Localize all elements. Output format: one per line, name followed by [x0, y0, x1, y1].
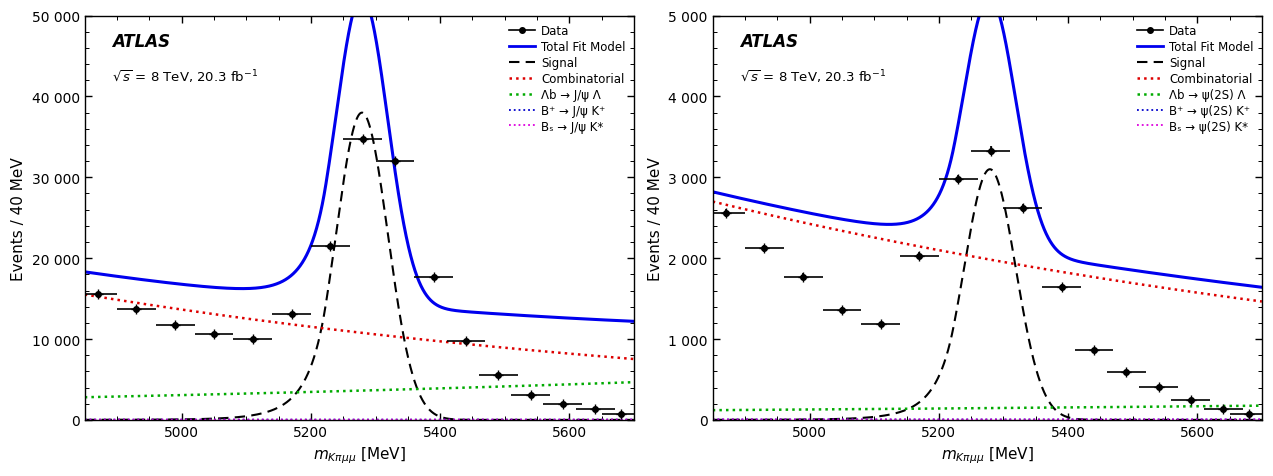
- Y-axis label: Events / 40 MeV: Events / 40 MeV: [648, 157, 663, 280]
- Text: $\sqrt{s}$ = 8 TeV, 20.3 fb$^{-1}$: $\sqrt{s}$ = 8 TeV, 20.3 fb$^{-1}$: [112, 69, 258, 86]
- X-axis label: $m_{K\pi\mu\mu}$ [MeV]: $m_{K\pi\mu\mu}$ [MeV]: [313, 445, 406, 465]
- X-axis label: $m_{K\pi\mu\mu}$ [MeV]: $m_{K\pi\mu\mu}$ [MeV]: [941, 445, 1034, 465]
- Text: $\sqrt{s}$ = 8 TeV, 20.3 fb$^{-1}$: $\sqrt{s}$ = 8 TeV, 20.3 fb$^{-1}$: [740, 69, 886, 86]
- Legend: Data, Total Fit Model, Signal, Combinatorial, Λb → J/ψ Λ, B⁺ → J/ψ K⁺, Bₛ → J/ψ : Data, Total Fit Model, Signal, Combinato…: [507, 22, 628, 136]
- Y-axis label: Events / 40 MeV: Events / 40 MeV: [11, 157, 27, 280]
- Legend: Data, Total Fit Model, Signal, Combinatorial, Λb → ψ(2S) Λ, B⁺ → ψ(2S) K⁺, Bₛ → : Data, Total Fit Model, Signal, Combinato…: [1136, 22, 1256, 136]
- Text: ATLAS: ATLAS: [112, 33, 171, 50]
- Text: ATLAS: ATLAS: [740, 33, 798, 50]
